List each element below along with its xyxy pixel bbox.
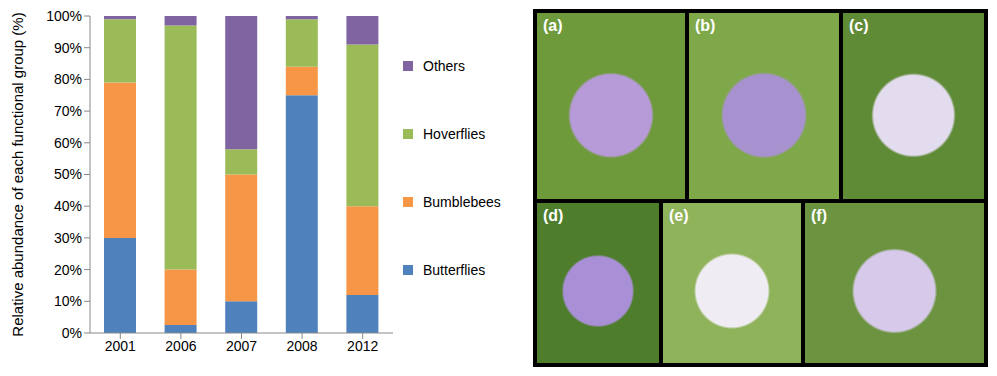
svg-text:70%: 70%	[54, 103, 82, 119]
svg-text:80%: 80%	[54, 71, 82, 87]
svg-text:10%: 10%	[54, 293, 82, 309]
svg-text:0%: 0%	[62, 325, 82, 341]
html-text:Butterflies: Butterflies	[423, 262, 486, 278]
svg-text:Relative abundance of each fun: Relative abundance of each functional gr…	[9, 12, 26, 336]
svg-text:40%: 40%	[54, 198, 82, 214]
svg-text:90%: 90%	[54, 40, 82, 56]
html-text:(f): (f)	[811, 207, 827, 224]
svg-text:2008: 2008	[287, 338, 318, 354]
html-text:(d): (d)	[543, 207, 564, 224]
html-text:Hoverflies: Hoverflies	[423, 126, 486, 142]
svg-text:60%: 60%	[54, 135, 82, 151]
svg-text:50%: 50%	[54, 166, 82, 182]
svg-text:100%: 100%	[46, 8, 82, 24]
html-text:(b): (b)	[695, 17, 716, 34]
svg-text:20%: 20%	[54, 262, 82, 278]
svg-text:30%: 30%	[54, 230, 82, 246]
svg-text:2012: 2012	[347, 338, 378, 354]
html-text:(c): (c)	[849, 17, 869, 34]
html-text:Bumblebees: Bumblebees	[423, 194, 501, 210]
svg-text:2001: 2001	[105, 338, 136, 354]
svg-text:2006: 2006	[165, 338, 196, 354]
html-text:Others: Others	[423, 58, 465, 74]
html-text:(a): (a)	[543, 17, 563, 34]
html-text:(e): (e)	[669, 207, 689, 224]
svg-text:2007: 2007	[226, 338, 257, 354]
